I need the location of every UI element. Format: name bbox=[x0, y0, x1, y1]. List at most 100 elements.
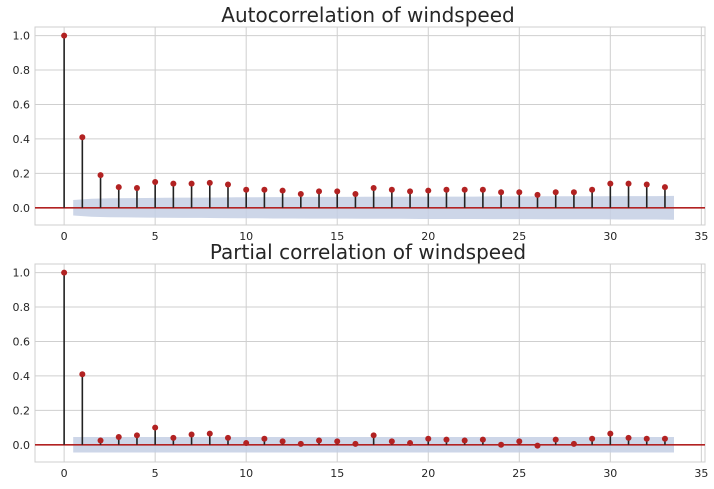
acf-x-tick-label: 15 bbox=[330, 230, 344, 243]
acf-y-tick-label: 0.4 bbox=[13, 133, 31, 146]
acf-marker bbox=[479, 186, 486, 193]
acf-marker bbox=[589, 186, 596, 193]
pacf-y-tick-label: 1.0 bbox=[13, 267, 31, 280]
pacf-marker bbox=[170, 434, 177, 441]
acf-marker bbox=[407, 188, 414, 195]
pacf-marker bbox=[407, 440, 414, 447]
acf-y-tick-label: 0.2 bbox=[13, 167, 31, 180]
pacf-chart: Partial correlation of windspeed 0 5 10 15 2… bbox=[13, 240, 709, 480]
pacf-marker bbox=[461, 437, 468, 444]
acf-marker bbox=[388, 186, 395, 193]
pacf-x-tick-label: 20 bbox=[421, 467, 435, 480]
pacf-marker bbox=[388, 438, 395, 445]
pacf-marker bbox=[261, 435, 268, 442]
pacf-x-tick-label: 35 bbox=[694, 467, 708, 480]
acf-marker bbox=[661, 184, 668, 191]
acf-marker bbox=[625, 180, 632, 187]
acf-marker bbox=[297, 191, 304, 198]
pacf-marker bbox=[133, 432, 140, 439]
pacf-marker bbox=[552, 436, 559, 443]
acf-y-tick-label: 0.0 bbox=[13, 202, 31, 215]
pacf-marker bbox=[79, 371, 86, 378]
acf-y-tick-label: 1.0 bbox=[13, 30, 31, 43]
pacf-marker bbox=[479, 436, 486, 443]
acf-marker bbox=[243, 186, 250, 193]
pacf-marker bbox=[188, 431, 195, 438]
pacf-marker bbox=[370, 432, 377, 439]
acf-chart: Autocorrelation of windspeed 0 5 10 15 20 25 3… bbox=[13, 3, 709, 243]
acf-marker bbox=[261, 186, 268, 193]
acf-marker bbox=[152, 178, 159, 185]
pacf-x-tick-label: 30 bbox=[603, 467, 617, 480]
pacf-x-tick-label: 10 bbox=[239, 467, 253, 480]
acf-marker bbox=[97, 172, 104, 179]
acf-marker bbox=[570, 189, 577, 196]
acf-marker bbox=[461, 186, 468, 193]
pacf-marker bbox=[498, 441, 505, 448]
pacf-y-tick-label: 0.8 bbox=[13, 301, 31, 314]
pacf-x-tick-label: 15 bbox=[330, 467, 344, 480]
pacf-marker bbox=[243, 440, 250, 447]
acf-marker bbox=[133, 184, 140, 191]
acf-marker bbox=[279, 187, 286, 194]
pacf-marker bbox=[224, 434, 231, 441]
acf-marker bbox=[425, 187, 432, 194]
acf-chart-title: Autocorrelation of windspeed bbox=[221, 3, 514, 27]
pacf-marker bbox=[570, 440, 577, 447]
acf-marker bbox=[352, 191, 359, 198]
acf-y-tick-label: 0.6 bbox=[13, 98, 31, 111]
pacf-x-tick-label: 5 bbox=[152, 467, 159, 480]
acf-x-tick-label: 10 bbox=[239, 230, 253, 243]
acf-plot-area bbox=[34, 26, 706, 226]
pacf-marker bbox=[443, 436, 450, 443]
acf-marker bbox=[334, 188, 341, 195]
pacf-y-tick-label: 0.2 bbox=[13, 404, 31, 417]
pacf-marker bbox=[61, 269, 68, 276]
pacf-marker bbox=[316, 437, 323, 444]
acf-marker bbox=[370, 184, 377, 191]
acf-marker bbox=[224, 181, 231, 188]
pacf-marker bbox=[352, 440, 359, 447]
pacf-marker bbox=[279, 438, 286, 445]
pacf-y-tick-label: 0.6 bbox=[13, 335, 31, 348]
acf-y-tick-label: 0.8 bbox=[13, 64, 31, 77]
acf-marker bbox=[188, 180, 195, 187]
pacf-marker bbox=[115, 434, 122, 441]
acf-marker bbox=[170, 180, 177, 187]
acf-marker bbox=[552, 189, 559, 196]
acf-marker bbox=[206, 179, 213, 186]
acf-marker bbox=[316, 188, 323, 195]
pacf-x-tick-label: 25 bbox=[512, 467, 526, 480]
acf-x-tick-label: 0 bbox=[61, 230, 68, 243]
acf-marker bbox=[443, 186, 450, 193]
acf-marker bbox=[61, 32, 68, 39]
acf-marker bbox=[498, 189, 505, 196]
acf-marker bbox=[516, 189, 523, 196]
acf-x-tick-label: 20 bbox=[421, 230, 435, 243]
pacf-y-tick-label: 0.0 bbox=[13, 439, 31, 452]
pacf-plot-area bbox=[34, 263, 706, 463]
acf-marker bbox=[534, 191, 541, 198]
pacf-marker bbox=[516, 438, 523, 445]
pacf-marker bbox=[643, 435, 650, 442]
pacf-chart-title: Partial correlation of windspeed bbox=[210, 240, 526, 264]
pacf-y-tick-label: 0.4 bbox=[13, 370, 31, 383]
pacf-marker bbox=[334, 438, 341, 445]
acf-marker bbox=[643, 181, 650, 188]
acf-marker bbox=[115, 184, 122, 191]
pacf-marker bbox=[97, 437, 104, 444]
pacf-marker bbox=[534, 442, 541, 449]
pacf-marker bbox=[625, 434, 632, 441]
pacf-marker bbox=[607, 430, 614, 437]
pacf-marker bbox=[589, 435, 596, 442]
pacf-marker bbox=[206, 430, 213, 437]
acf-x-tick-label: 25 bbox=[512, 230, 526, 243]
pacf-x-tick-label: 0 bbox=[61, 467, 68, 480]
acf-x-tick-label: 35 bbox=[694, 230, 708, 243]
acf-x-tick-label: 5 bbox=[152, 230, 159, 243]
acf-marker bbox=[607, 180, 614, 187]
pacf-marker bbox=[661, 435, 668, 442]
pacf-marker bbox=[425, 435, 432, 442]
pacf-marker bbox=[297, 440, 304, 447]
